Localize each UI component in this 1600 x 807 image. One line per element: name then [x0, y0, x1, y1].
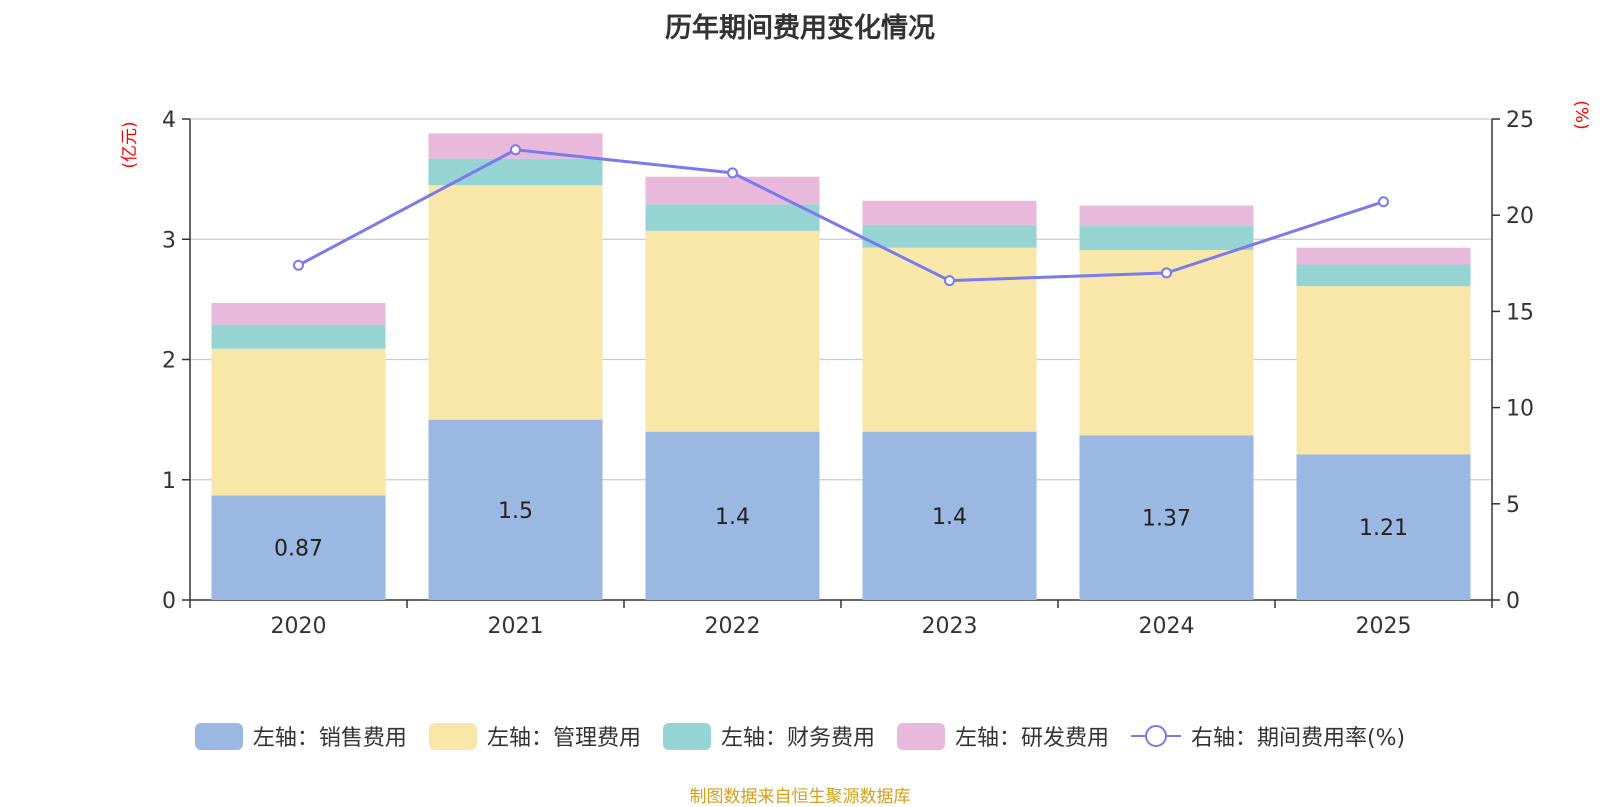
bar-finance-2023 — [862, 224, 1037, 248]
chart-title: 历年期间费用变化情况 — [665, 13, 935, 44]
bar-label-sales: 1.4 — [932, 505, 967, 530]
legend-swatch-admin — [428, 722, 477, 750]
bar-label-sales: 1.4 — [715, 505, 750, 530]
bar-sales-2023 — [862, 431, 1037, 600]
bar-admin-2022 — [645, 230, 820, 432]
bar-finance-2024 — [1079, 226, 1254, 251]
bar-finance-2020 — [211, 324, 386, 349]
bar-sales-2025 — [1296, 454, 1471, 600]
y-right-tick-label: 10 — [1506, 397, 1534, 422]
bar-rd-2022 — [645, 176, 820, 205]
bar-finance-2022 — [645, 204, 820, 231]
y-right-tick-label: 25 — [1506, 108, 1534, 133]
bar-sales-2021 — [428, 419, 603, 600]
y-right-tick-label: 0 — [1506, 589, 1520, 614]
legend-item-admin[interactable]: 左轴：管理费用 — [428, 720, 641, 752]
legend-item-sales[interactable]: 左轴：销售费用 — [194, 720, 407, 752]
data-source-note: 制图数据来自恒生聚源数据库 — [689, 787, 911, 807]
point-rate-2023 — [944, 275, 955, 287]
y-right-unit-label: (%) — [1571, 100, 1591, 129]
legend-item-rate[interactable]: 右轴：期间费用率(%) — [1130, 720, 1406, 752]
x-tick-label: 2023 — [922, 614, 978, 639]
bar-admin-2021 — [428, 185, 603, 420]
y-left-tick-label: 2 — [162, 349, 176, 374]
bar-label-sales: 0.87 — [274, 537, 323, 562]
legend-swatch-finance — [662, 722, 711, 750]
bar-label-sales: 1.5 — [498, 499, 533, 524]
legend-swatch-sales — [194, 722, 243, 750]
y-right-tick-label: 15 — [1506, 300, 1534, 325]
bar-rd-2023 — [862, 200, 1037, 225]
y-left-tick-label: 4 — [162, 108, 176, 133]
point-rate-2020 — [293, 259, 304, 271]
x-tick-label: 2020 — [271, 614, 327, 639]
bar-rd-2020 — [211, 302, 386, 325]
legend-label-rd: 左轴：研发费用 — [954, 726, 1109, 751]
legend-label-finance: 左轴：财务费用 — [720, 726, 875, 751]
bar-admin-2025 — [1296, 286, 1471, 455]
bar-label-sales: 1.37 — [1142, 507, 1191, 532]
legend-label-admin: 左轴：管理费用 — [486, 726, 641, 751]
x-tick-label: 2021 — [488, 614, 544, 639]
bar-admin-2020 — [211, 348, 386, 496]
legend: 左轴：销售费用 左轴：管理费用 左轴：财务费用 左轴：研发费用 右轴：期间费用率… — [0, 720, 1600, 752]
legend-line-icon — [1130, 725, 1181, 747]
bar-sales-2024 — [1079, 435, 1254, 600]
y-right-tick-label: 20 — [1506, 204, 1534, 229]
legend-swatch-rd — [896, 722, 945, 750]
x-tick-label: 2022 — [705, 614, 761, 639]
legend-label-sales: 左轴：销售费用 — [252, 726, 407, 751]
bar-rd-2025 — [1296, 247, 1471, 265]
legend-item-finance[interactable]: 左轴：财务费用 — [662, 720, 875, 752]
bar-rd-2024 — [1079, 205, 1254, 227]
bar-label-sales: 1.21 — [1359, 516, 1408, 541]
x-tick-label: 2024 — [1139, 614, 1195, 639]
point-rate-2022 — [727, 167, 738, 179]
y-left-tick-label: 1 — [162, 469, 176, 494]
bar-sales-2022 — [645, 431, 820, 600]
x-tick-label: 2025 — [1356, 614, 1412, 639]
point-rate-2024 — [1161, 267, 1172, 279]
y-left-tick-label: 3 — [162, 228, 176, 253]
y-left-unit-label: (亿元) — [120, 121, 140, 168]
y-right-tick-label: 5 — [1506, 493, 1520, 518]
bar-admin-2024 — [1079, 250, 1254, 436]
point-rate-2025 — [1378, 196, 1389, 208]
y-left-tick-label: 0 — [162, 589, 176, 614]
point-rate-2021 — [510, 144, 521, 156]
bar-finance-2025 — [1296, 264, 1471, 287]
bar-sales-2020 — [211, 495, 386, 600]
legend-item-rd[interactable]: 左轴：研发费用 — [896, 720, 1109, 752]
legend-label-rate: 右轴：期间费用率(%) — [1190, 726, 1406, 751]
line-rate — [297, 148, 1384, 283]
